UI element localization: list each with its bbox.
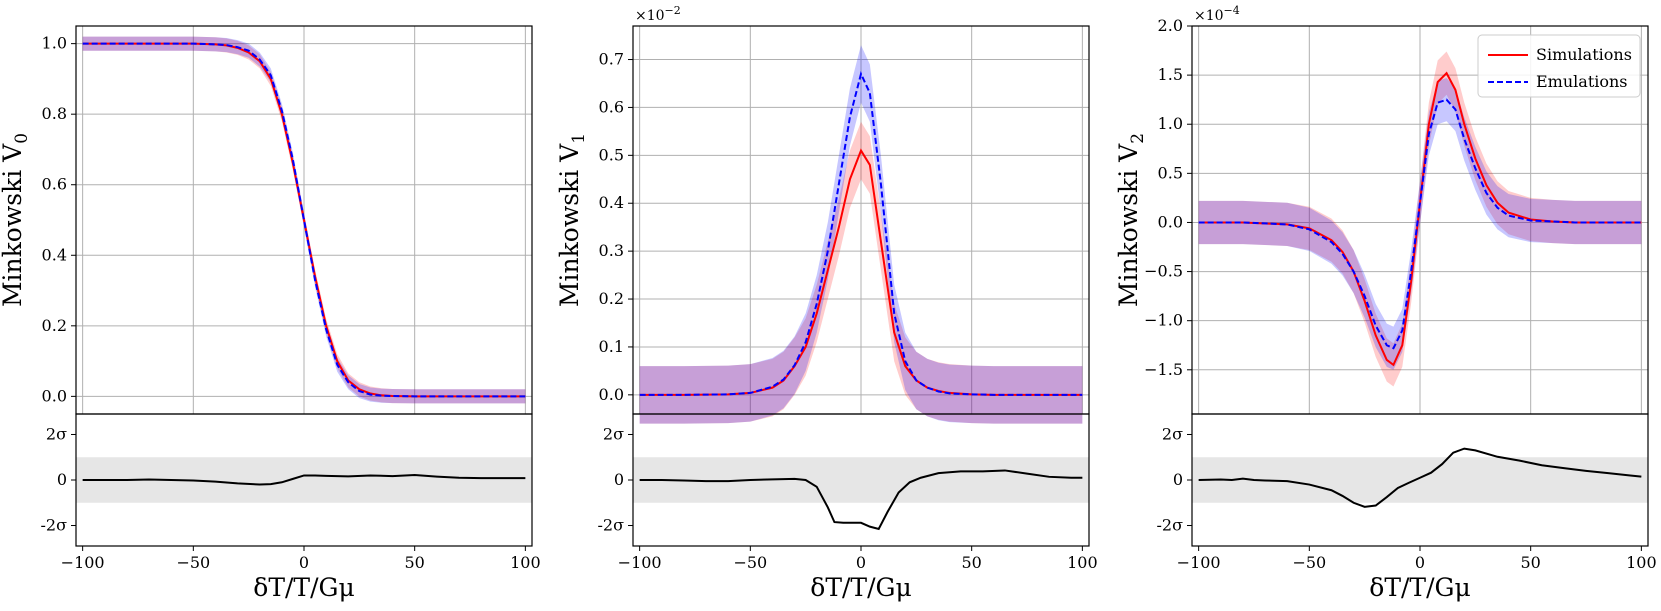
y-tick-label: 0.8 [42,104,67,123]
x-tick-label: −50 [733,553,767,572]
y-tick-label: 1.0 [1158,114,1183,133]
multiplier-base: ×10 [1194,8,1224,24]
x-tick-label: 50 [404,553,424,572]
residual-line [639,469,1083,531]
residual-y-tick-label: 2σ [1162,424,1183,443]
x-tick-label: 100 [1067,553,1098,572]
y-axis-label-text: Minkowski V [555,143,584,307]
y-tick-label: 0.3 [599,241,624,260]
residual-y-tick-label: 2σ [46,424,67,443]
simulations-band [639,121,1083,424]
y-tick-label: 0.0 [42,386,67,405]
y-tick-label: −1.0 [1144,311,1183,330]
x-tick-label: −50 [176,553,210,572]
x-axis-label: δT/T/Gμ [253,573,354,602]
simulations-band [1198,51,1642,387]
emulations-line [82,42,526,398]
x-tick-label: 0 [856,553,866,572]
y-tick-label: 0.5 [1158,163,1183,182]
axis-multiplier: ×10−2 [635,4,681,24]
multiplier-exponent: −2 [665,4,681,17]
x-tick-label: −50 [1292,553,1326,572]
multiplier-exponent: −4 [1224,4,1240,17]
y-tick-label: 0.5 [599,145,624,164]
legend-emulations-label: Emulations [1536,72,1628,91]
x-axis-label: δT/T/Gμ [1369,573,1470,602]
emulations-line [1198,98,1642,350]
y-tick-label: −1.5 [1144,360,1183,379]
emulations-line [639,70,1083,396]
y-axis-label-text: Minkowski V [0,143,27,307]
residual-y-tick-label: -2σ [1156,516,1183,535]
x-tick-label: 50 [1520,553,1540,572]
residual-y-tick-label: -2σ [40,516,67,535]
axis-multiplier: ×10−4 [1194,4,1240,24]
y-tick-label: 0.4 [599,193,624,212]
panel-v2: −1.5 −1.0 −0.5 0.0 0.5 1.0 1.5 2.0 ×10−4 Minkowsk… [1114,4,1657,602]
y-tick-label: 0.6 [599,97,624,116]
y-tick-label: 0.1 [599,337,624,356]
x-tick-label: 50 [961,553,981,572]
y-tick-label: 0.0 [1158,212,1183,231]
x-tick-label: 100 [1626,553,1657,572]
x-axis-label: δT/T/Gμ [810,573,911,602]
y-tick-label: 0.2 [42,316,67,335]
y-tick-label: 0.4 [42,245,67,264]
y-axis-label-text: Minkowski V [1114,143,1143,307]
residual-y-tick-label: 0 [1173,470,1183,489]
y-axis-label: Minkowski V2 [1114,133,1148,307]
x-tick-label: −100 [1177,553,1221,572]
residual-y-tick-label: 0 [57,470,67,489]
y-tick-label: 0.2 [599,289,624,308]
residual-1sigma-band [633,457,1089,503]
y-axis-label-subscript: 1 [569,133,589,144]
y-tick-label: −0.5 [1144,262,1183,281]
residual-y-tick-label: -2σ [597,516,624,535]
y-tick-label: 1.5 [1158,65,1183,84]
multiplier-base: ×10 [635,8,665,24]
legend-simulations-label: Simulations [1536,45,1632,64]
x-tick-label: 0 [299,553,309,572]
y-tick-label: 0.0 [599,385,624,404]
y-tick-label: 1.0 [42,34,67,53]
y-tick-label: 0.7 [599,50,624,69]
y-tick-label: 0.6 [42,175,67,194]
x-tick-label: −100 [61,553,105,572]
y-axis-label-subscript: 0 [12,133,32,144]
x-tick-label: 100 [510,553,541,572]
y-axis-label-subscript: 2 [1128,133,1148,144]
residual-y-tick-label: 2σ [603,424,624,443]
residual-line [1198,447,1642,508]
y-axis-label: Minkowski V0 [0,133,32,307]
residual-line [82,473,526,486]
emulations-band [1198,78,1642,370]
panel-v1: 0.0 0.1 0.2 0.3 0.4 0.5 0.6 0.7 ×10−2 Minkowski V… [555,4,1098,602]
x-tick-label: −100 [618,553,662,572]
y-axis-label: Minkowski V1 [555,133,589,307]
emulations-band [639,45,1083,424]
x-tick-label: 0 [1415,553,1425,572]
y-tick-label: 2.0 [1158,16,1183,35]
residual-y-tick-label: 0 [614,470,624,489]
